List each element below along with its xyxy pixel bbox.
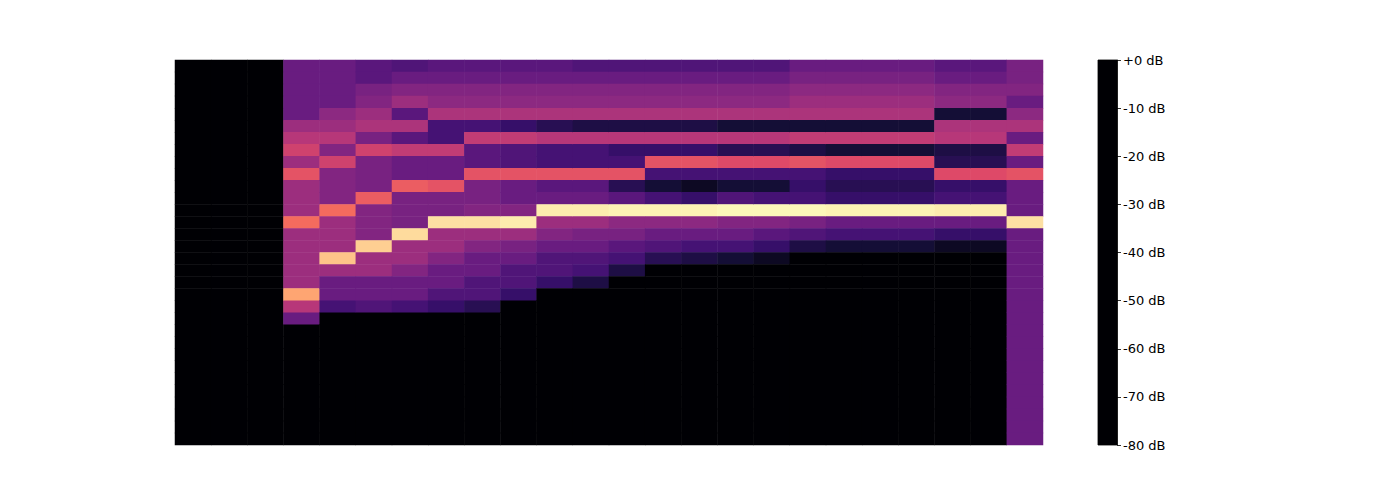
svg-text:-40 dB: -40 dB bbox=[1123, 245, 1166, 260]
svg-text:-70 dB: -70 dB bbox=[1123, 389, 1166, 404]
svg-text:-30 dB: -30 dB bbox=[1123, 197, 1166, 212]
svg-text:-80 dB: -80 dB bbox=[1123, 438, 1166, 453]
svg-text:+0 dB: +0 dB bbox=[1123, 53, 1163, 68]
svg-text:-60 dB: -60 dB bbox=[1123, 341, 1166, 356]
svg-text:-50 dB: -50 dB bbox=[1123, 293, 1166, 308]
svg-text:-20 dB: -20 dB bbox=[1123, 149, 1166, 164]
svg-text:-10 dB: -10 dB bbox=[1123, 101, 1166, 116]
